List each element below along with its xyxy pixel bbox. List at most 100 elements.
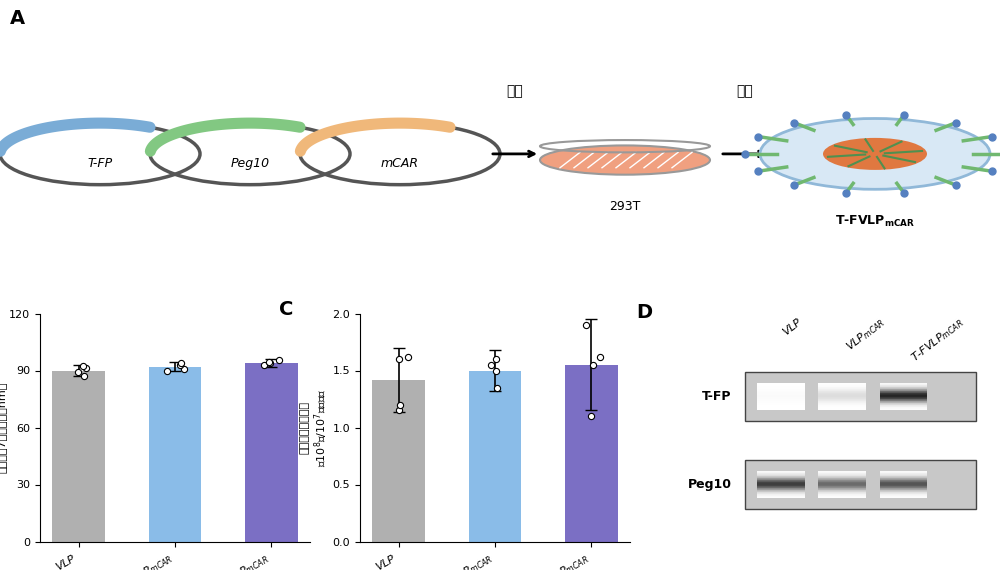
Bar bbox=[880, 392, 927, 393]
Bar bbox=[52, 370, 105, 542]
Bar bbox=[818, 401, 866, 402]
Bar bbox=[149, 367, 201, 542]
Bar bbox=[818, 399, 866, 400]
Bar bbox=[818, 485, 866, 486]
Bar bbox=[818, 476, 866, 477]
Point bbox=[262, 359, 278, 368]
Bar bbox=[818, 488, 866, 489]
Bar bbox=[818, 477, 866, 478]
Bar bbox=[880, 404, 927, 405]
Bar bbox=[757, 396, 805, 397]
Bar bbox=[880, 475, 927, 476]
Bar bbox=[818, 387, 866, 388]
Bar bbox=[757, 383, 805, 384]
Bar bbox=[880, 387, 927, 388]
Bar bbox=[880, 496, 927, 497]
Point bbox=[583, 412, 599, 421]
Bar bbox=[880, 473, 927, 474]
Bar bbox=[757, 478, 805, 479]
Bar bbox=[757, 386, 805, 387]
Bar bbox=[818, 384, 866, 385]
Bar bbox=[880, 485, 927, 486]
Point bbox=[585, 360, 601, 369]
Text: 纯化: 纯化 bbox=[737, 84, 753, 99]
Bar bbox=[880, 408, 927, 409]
Text: $VLP_{mCAR}$: $VLP_{mCAR}$ bbox=[844, 315, 888, 354]
Bar bbox=[757, 394, 805, 396]
Point bbox=[78, 363, 94, 372]
Bar bbox=[880, 402, 927, 403]
Bar bbox=[818, 407, 866, 408]
Bar bbox=[818, 483, 866, 484]
Text: mCAR: mCAR bbox=[381, 157, 419, 170]
Text: D: D bbox=[636, 303, 653, 322]
Bar bbox=[818, 496, 866, 497]
Text: T-FVLP$_{\mathregular{mCAR}}$: T-FVLP$_{\mathregular{mCAR}}$ bbox=[835, 214, 915, 229]
Bar bbox=[757, 496, 805, 497]
Point bbox=[261, 357, 277, 367]
Bar bbox=[880, 472, 927, 473]
Bar bbox=[880, 383, 927, 384]
Bar bbox=[745, 460, 976, 509]
Bar bbox=[745, 372, 976, 421]
Point bbox=[391, 406, 407, 415]
Bar bbox=[757, 408, 805, 409]
Bar bbox=[245, 363, 298, 542]
Circle shape bbox=[823, 138, 927, 170]
Bar bbox=[880, 494, 927, 495]
Bar bbox=[757, 385, 805, 386]
Bar bbox=[757, 388, 805, 389]
Bar bbox=[880, 471, 927, 472]
Bar bbox=[880, 390, 927, 392]
Bar bbox=[818, 475, 866, 476]
Text: $T$-$FVLP_{mCAR}$: $T$-$FVLP_{mCAR}$ bbox=[908, 315, 966, 365]
Bar bbox=[818, 474, 866, 475]
Bar bbox=[757, 479, 805, 481]
Y-axis label: 仿病毒颗粒的产量
（$10^8$个/$10^7$个细胞）: 仿病毒颗粒的产量 （$10^8$个/$10^7$个细胞） bbox=[300, 388, 330, 467]
Bar bbox=[880, 484, 927, 485]
Bar bbox=[880, 487, 927, 488]
Point bbox=[578, 320, 594, 329]
Point bbox=[172, 360, 188, 369]
Bar bbox=[818, 482, 866, 483]
Bar bbox=[880, 489, 927, 490]
Bar bbox=[818, 382, 866, 383]
Bar bbox=[818, 394, 866, 396]
Bar bbox=[818, 493, 866, 494]
Bar bbox=[818, 472, 866, 473]
Bar bbox=[818, 393, 866, 394]
Bar bbox=[818, 486, 866, 487]
Bar bbox=[880, 398, 927, 399]
Text: C: C bbox=[279, 300, 293, 319]
Bar bbox=[757, 491, 805, 492]
Bar bbox=[880, 478, 927, 479]
Text: 转染: 转染 bbox=[507, 84, 523, 99]
Bar bbox=[757, 398, 805, 399]
Bar bbox=[757, 473, 805, 474]
Bar bbox=[757, 474, 805, 475]
Bar bbox=[757, 397, 805, 398]
Bar bbox=[880, 405, 927, 406]
Bar bbox=[880, 493, 927, 494]
Bar bbox=[818, 492, 866, 493]
Bar bbox=[818, 390, 866, 392]
Bar bbox=[818, 404, 866, 405]
Bar bbox=[880, 481, 927, 482]
Bar bbox=[757, 482, 805, 483]
Bar bbox=[757, 402, 805, 403]
Ellipse shape bbox=[540, 145, 710, 174]
Bar bbox=[818, 396, 866, 397]
Bar bbox=[757, 404, 805, 405]
Bar bbox=[818, 490, 866, 491]
Y-axis label: 仿病毒顐7粒的粒径（nm）: 仿病毒顐7粒的粒径（nm） bbox=[0, 382, 6, 473]
Bar bbox=[880, 476, 927, 477]
Bar bbox=[880, 401, 927, 402]
Bar bbox=[757, 384, 805, 385]
Bar bbox=[757, 405, 805, 406]
Bar bbox=[757, 495, 805, 496]
Bar bbox=[757, 493, 805, 494]
Text: Peg10: Peg10 bbox=[230, 157, 270, 170]
Bar bbox=[757, 481, 805, 482]
Bar bbox=[757, 406, 805, 407]
Point bbox=[400, 352, 416, 361]
